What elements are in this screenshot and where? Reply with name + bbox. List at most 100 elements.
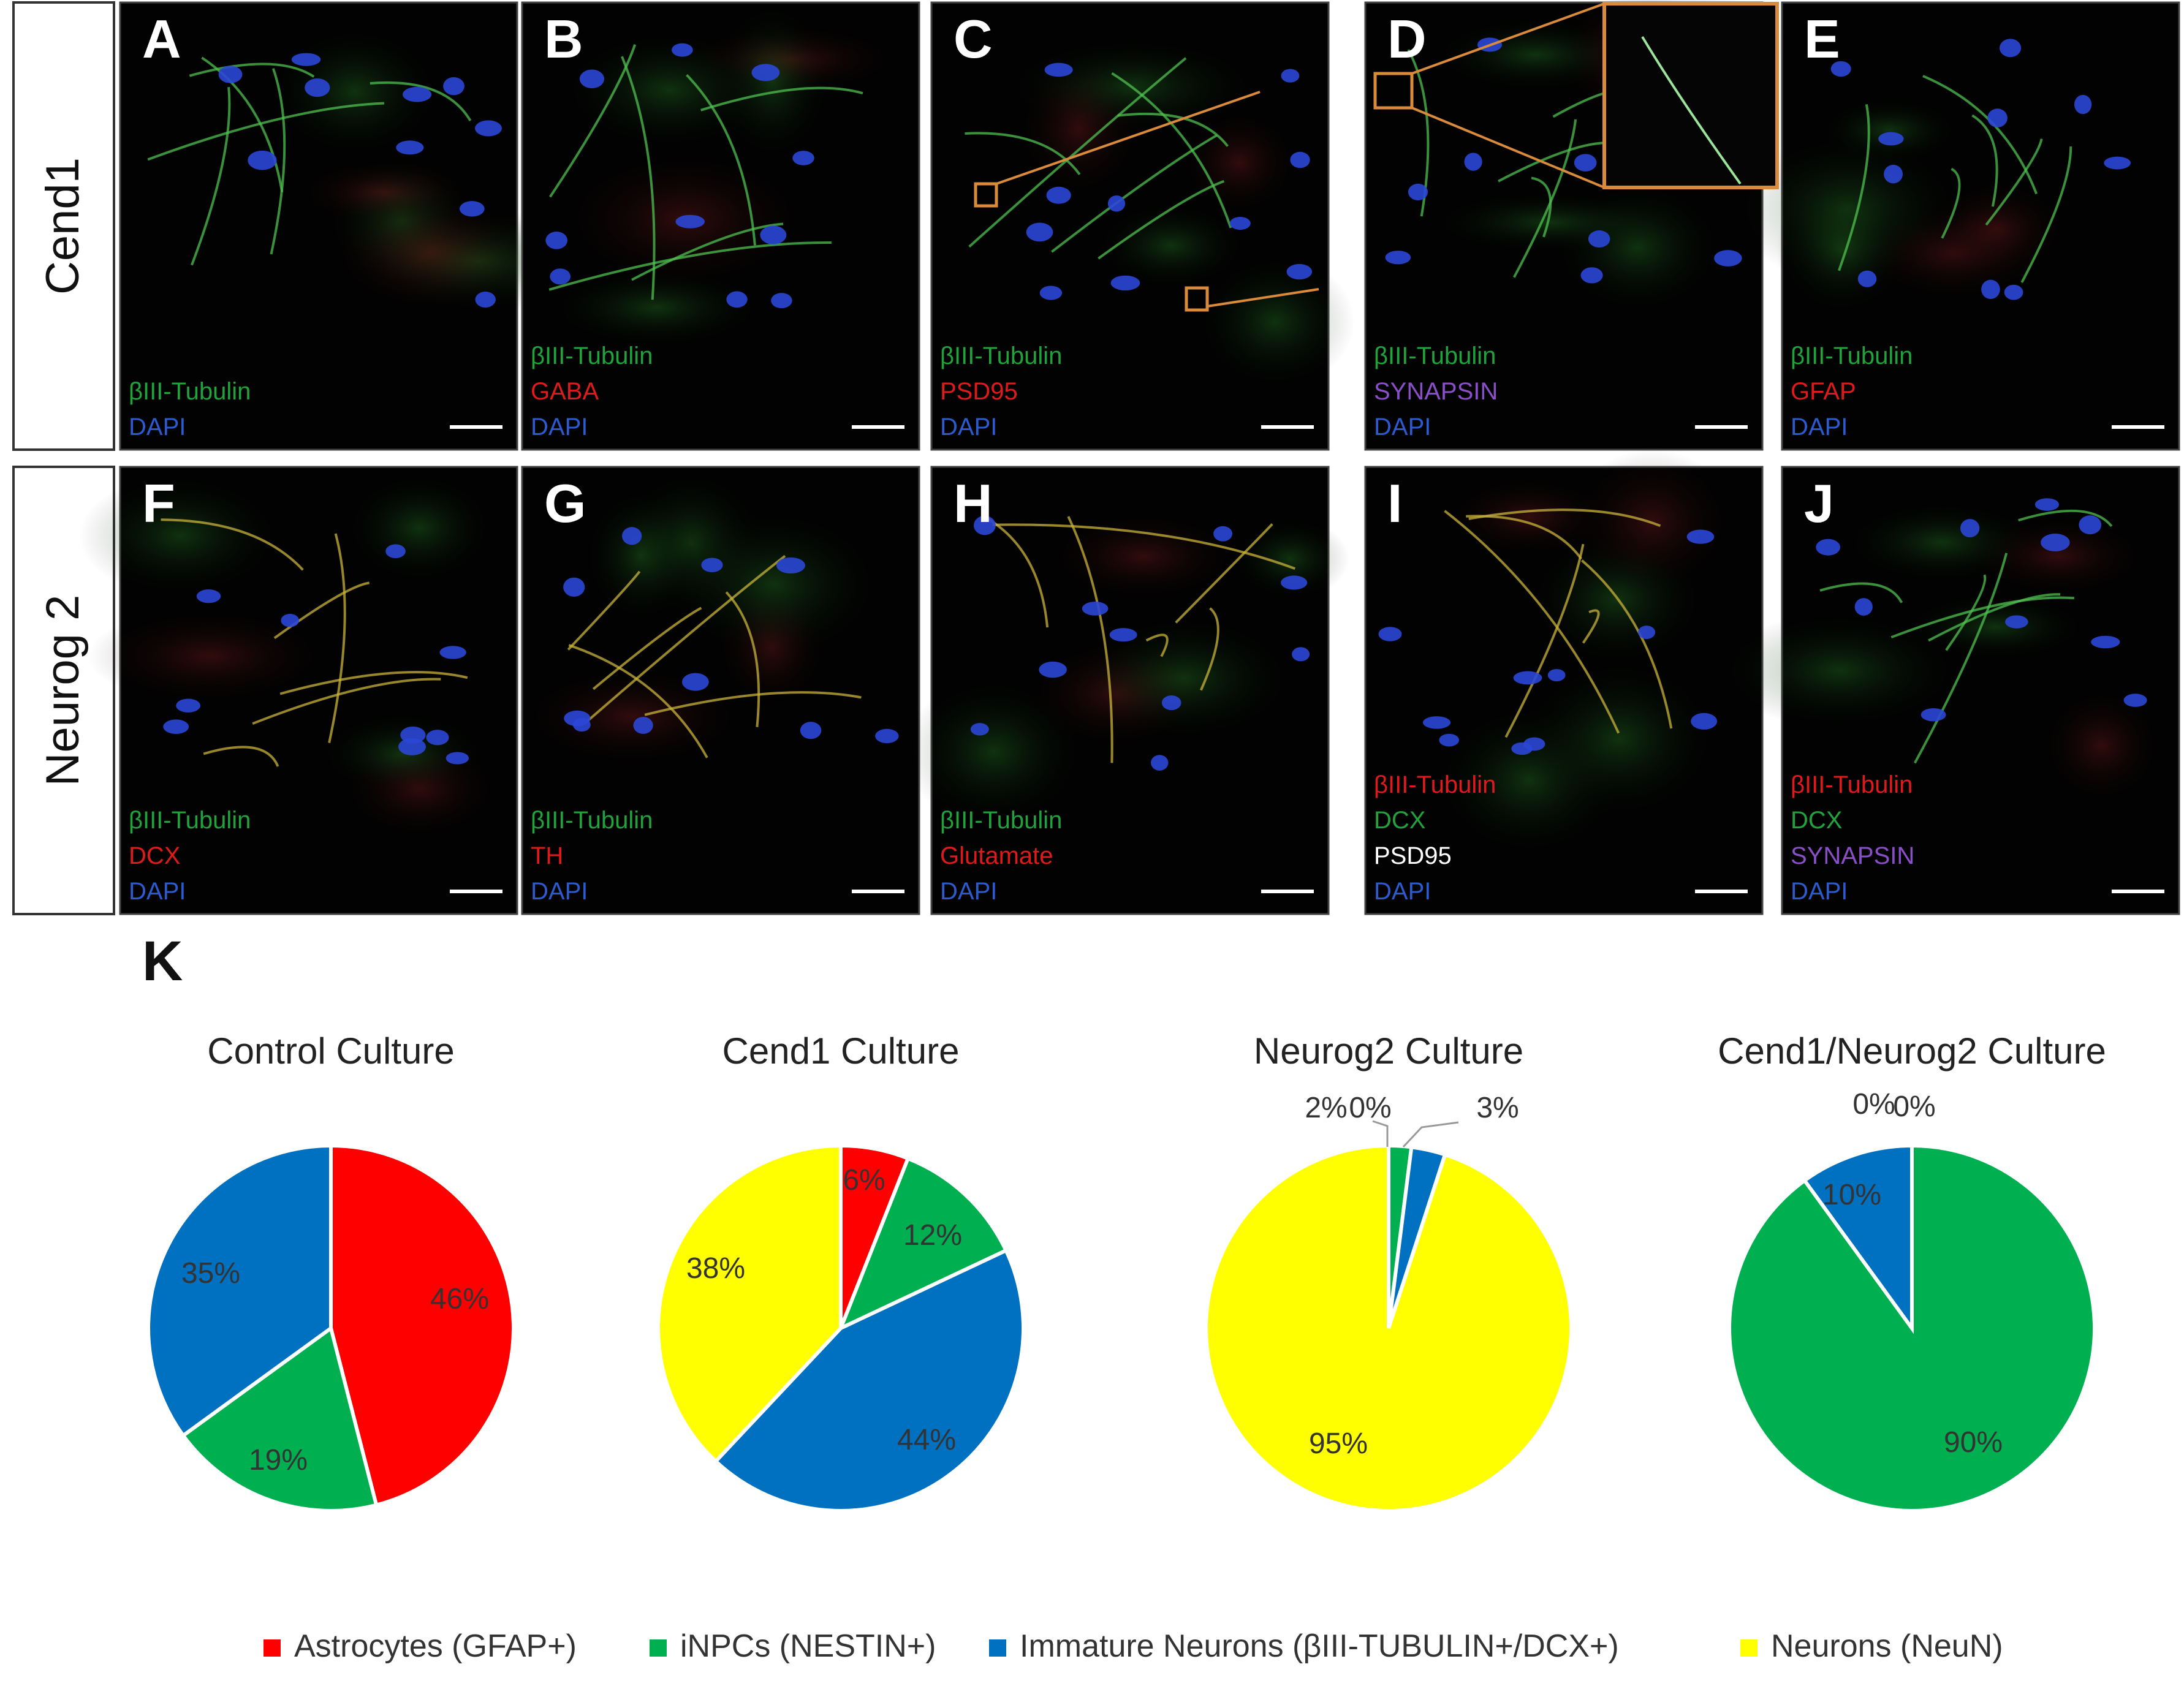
scale-bar <box>1261 425 1314 429</box>
neurite-process <box>279 671 468 695</box>
legend-label: iNPCs (NESTIN+) <box>680 1628 936 1664</box>
nucleus-dapi <box>443 77 464 96</box>
scale-bar <box>450 425 502 429</box>
nucleus-dapi <box>1884 164 1903 184</box>
neurite-process <box>592 607 702 690</box>
marker-label: βIII-Tubulin <box>531 342 653 369</box>
neurite-process <box>270 68 286 255</box>
neurite-process <box>968 57 1187 248</box>
neurite-process <box>686 74 756 246</box>
row-label-neurog2: Neurog 2 <box>37 595 89 787</box>
nucleus-dapi <box>1960 519 1980 538</box>
nucleus-dapi <box>751 64 780 81</box>
pie-chart: Control Culture 46% 19% 35% <box>146 1030 515 1513</box>
pie-leader-lines <box>1372 1120 1459 1148</box>
neurite-process <box>567 570 641 651</box>
nucleus-dapi <box>305 78 330 97</box>
pie-chart: Cend1 Culture 6% 12% 44% 38% <box>656 1030 1025 1513</box>
nucleus-dapi <box>1107 195 1126 212</box>
neurite-process <box>1838 104 1870 271</box>
micrograph-panels: AβIII-TubulinDAPIBβIII-TubulinGABADAPICβ… <box>78 0 2180 915</box>
nucleus-dapi <box>760 225 787 244</box>
nucleus-dapi <box>459 201 485 217</box>
pie-data-label: 0% <box>1349 1092 1391 1124</box>
nucleus-dapi <box>672 43 693 57</box>
micrograph-glow <box>1180 109 1299 216</box>
neurite-process <box>621 56 656 300</box>
nucleus-dapi <box>675 214 705 229</box>
neurite-process <box>1145 633 1169 657</box>
nucleus-dapi <box>1408 183 1428 200</box>
nucleus-dapi <box>1686 529 1715 544</box>
marker-label: PSD95 <box>1374 842 1452 869</box>
nucleus-dapi <box>1039 285 1063 300</box>
legend-item: Astrocytes (GFAP+) <box>264 1628 577 1664</box>
marker-label: βIII-Tubulin <box>129 807 251 834</box>
nucleus-dapi <box>1987 108 2008 127</box>
nucleus-dapi <box>291 53 321 66</box>
pie-data-label: 90% <box>1944 1426 2003 1459</box>
scale-bar <box>852 425 904 429</box>
neurite-process <box>1111 72 1232 229</box>
nucleus-dapi <box>1109 628 1137 642</box>
legend-item: Immature Neurons (βIII-TUBULIN+/DCX+) <box>989 1628 1619 1664</box>
nucleus-dapi <box>563 577 585 597</box>
pie-data-label: 44% <box>897 1424 956 1456</box>
micrograph-glow <box>1096 203 1246 289</box>
nucleus-dapi <box>726 291 748 308</box>
nucleus-dapi <box>970 723 989 736</box>
neurite-process <box>1512 119 1577 278</box>
panel-letter: F <box>142 473 175 534</box>
pie-slice <box>1802 1143 1914 1334</box>
neurite-process <box>700 86 863 112</box>
legend-swatch <box>264 1639 281 1657</box>
marker-label: DAPI <box>531 414 588 440</box>
nucleus-dapi <box>1292 647 1310 662</box>
nucleus-dapi <box>1422 716 1451 729</box>
nucleus-dapi <box>974 515 996 535</box>
legend-label: Immature Neurons (βIII-TUBULIN+/DCX+) <box>1020 1628 1619 1664</box>
nucleus-dapi <box>545 232 567 249</box>
micrograph-glow <box>517 666 749 767</box>
micrograph-glow <box>345 473 494 583</box>
nucleus-dapi <box>1637 626 1656 640</box>
neurite-process <box>568 644 708 758</box>
neurite-process <box>965 132 1081 175</box>
micrograph-glow <box>325 190 537 314</box>
neurite-process <box>1444 510 1620 734</box>
pie-data-label: 38% <box>686 1252 745 1285</box>
nucleus-dapi <box>1857 270 1877 287</box>
pie-slice <box>146 1143 333 1438</box>
legend-label: Astrocytes (GFAP+) <box>294 1628 577 1664</box>
pie-chart: Cend1/Neurog2 Culture 0% 90% 10% 0% <box>1718 1030 2106 1513</box>
neurite-process <box>161 518 304 571</box>
pie-chart: Neurog2 Culture 0%2% 3% 95% <box>1204 1030 1573 1513</box>
marker-label: SYNAPSIN <box>1791 842 1914 869</box>
nucleus-dapi <box>2034 498 2060 511</box>
marker-label: DAPI <box>1791 414 1848 440</box>
pie-data-label: 35% <box>181 1257 240 1290</box>
micrograph-glow <box>1718 613 1962 728</box>
pie-data-label: 2% <box>1305 1092 1347 1124</box>
nucleus-dapi <box>564 710 591 727</box>
nucleus-dapi <box>2005 615 2028 629</box>
panel-letter: E <box>1804 9 1840 69</box>
pie-slice <box>1204 1143 1573 1513</box>
legend: Astrocytes (GFAP+) iNPCs (NESTIN+) Immatur… <box>264 1628 2003 1664</box>
neurite-process <box>2018 509 2113 527</box>
nucleus-dapi <box>1229 217 1251 230</box>
nucleus-dapi <box>579 69 605 89</box>
marker-label: DAPI <box>940 414 997 440</box>
pie-slice <box>329 1143 515 1508</box>
marker-label: GABA <box>531 378 599 405</box>
nucleus-dapi <box>1213 526 1233 542</box>
micrograph-glow <box>1196 255 1355 388</box>
micrograph-glow <box>87 608 333 705</box>
marker-label: DAPI <box>1374 414 1431 440</box>
pie-title: Control Culture <box>207 1030 455 1072</box>
nucleus-dapi <box>398 738 427 755</box>
neurite-process <box>2020 146 2072 283</box>
